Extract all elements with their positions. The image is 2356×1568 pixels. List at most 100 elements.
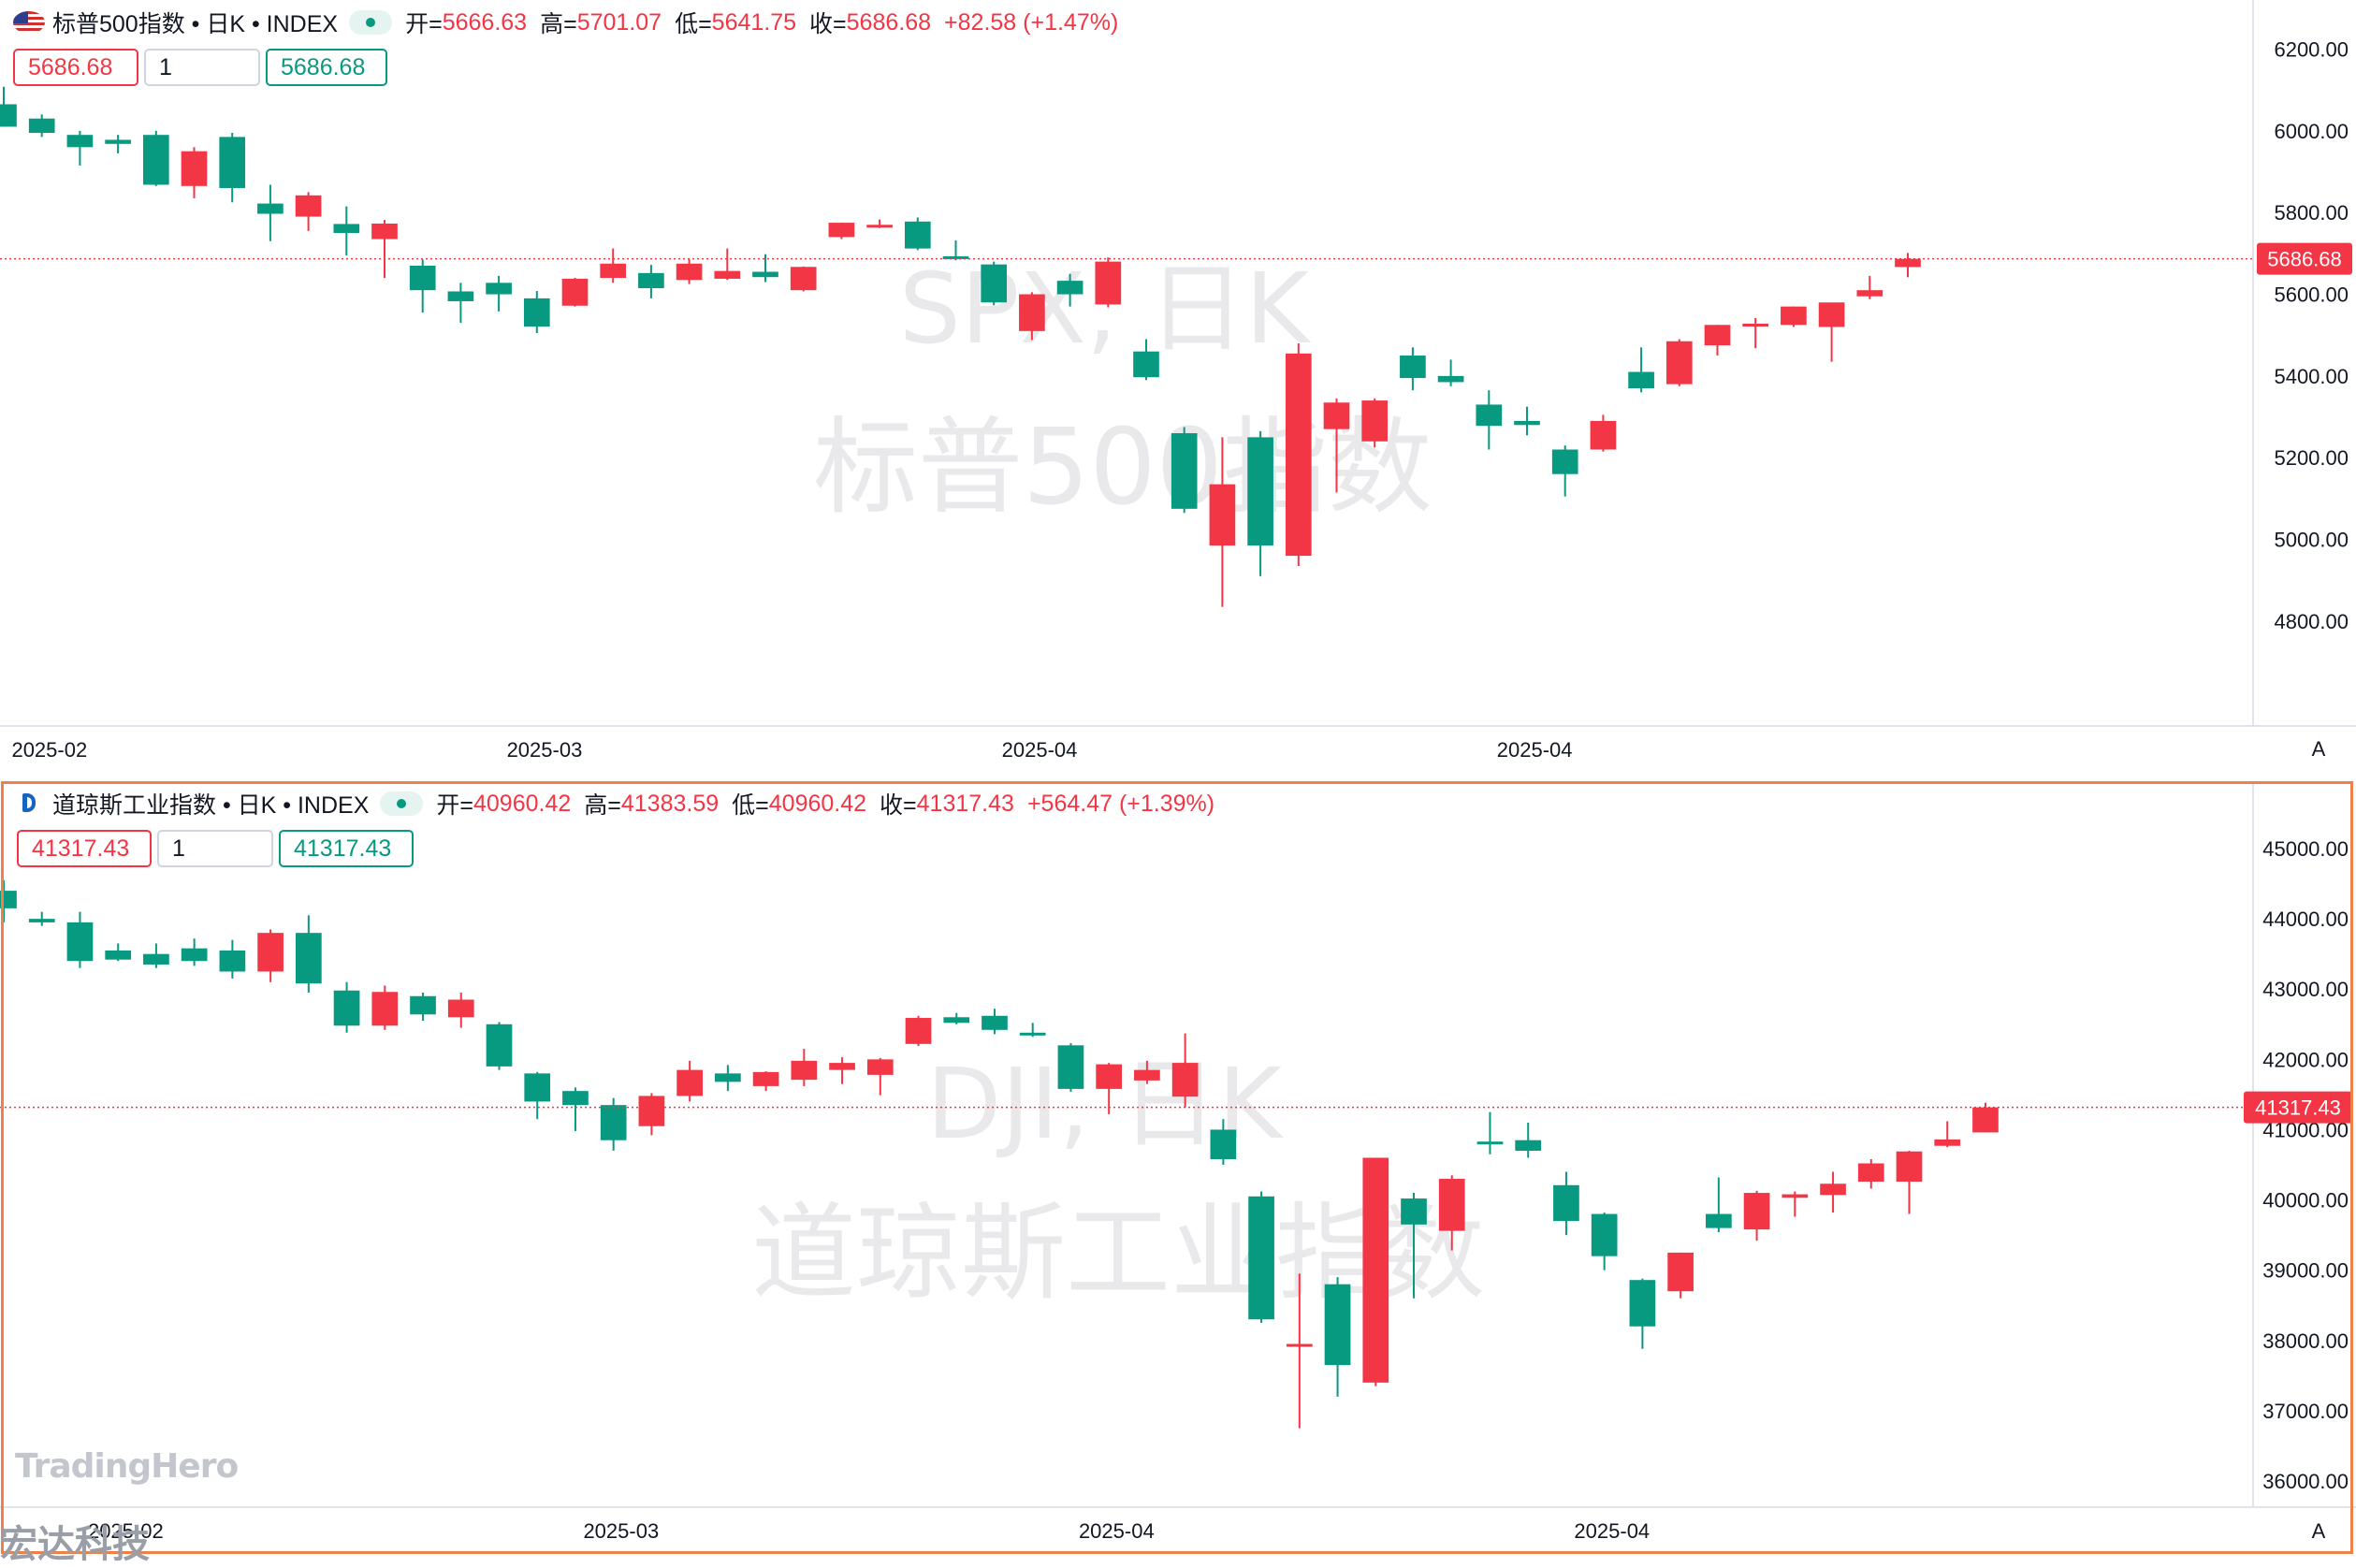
price-tick-label: 42000.00	[2262, 1048, 2349, 1071]
last-price-label: 41317.43	[2255, 1096, 2341, 1120]
candle-body	[333, 990, 360, 1026]
auto-scale-button[interactable]: A	[2311, 1519, 2326, 1543]
candle-body	[1743, 1193, 1770, 1230]
candle	[1171, 1033, 1199, 1108]
candle	[1857, 1159, 1884, 1189]
dji-chart-panel[interactable]: DJI, 日K 道琼斯工业指数 36000.00 37000.00 38000.00…	[0, 781, 2356, 1559]
candle-body	[1324, 1284, 1351, 1366]
candle-body	[981, 264, 1008, 303]
candle-body	[1934, 1139, 1961, 1146]
quantity-input[interactable]: 1	[157, 830, 273, 867]
candle	[1551, 445, 1578, 497]
order-buttons: 5686.68 1 5686.68	[13, 49, 387, 86]
sell-button[interactable]: 41317.43	[17, 830, 152, 867]
candle	[1742, 317, 1769, 349]
symbol-label[interactable]: 标普500指数 • 日K • INDEX	[52, 11, 339, 37]
candle	[1019, 1023, 1046, 1038]
candle	[1056, 273, 1083, 307]
candle-body	[1856, 290, 1883, 297]
open-value: 40960.42	[473, 790, 572, 817]
candle-body	[181, 151, 208, 186]
candle-body	[905, 1018, 932, 1044]
close-value: 5686.68	[846, 8, 932, 36]
candle	[561, 278, 589, 307]
auto-scale-button[interactable]: A	[2311, 737, 2326, 761]
candle-body	[676, 1069, 703, 1096]
candle-body	[866, 225, 893, 228]
candle-body	[1818, 302, 1845, 327]
symbol-label[interactable]: 道琼斯工业指数 • 日K • INDEX	[52, 792, 370, 819]
price-tick-label: 37000.00	[2262, 1400, 2349, 1423]
candle-body	[219, 950, 246, 972]
candle	[1706, 1177, 1732, 1233]
candle-body	[1209, 484, 1236, 546]
buy-button[interactable]: 5686.68	[266, 49, 387, 86]
candle-body	[1629, 1280, 1656, 1327]
candle	[523, 291, 550, 334]
us-flag-icon	[13, 11, 45, 34]
sell-button[interactable]: 5686.68	[13, 49, 138, 86]
candle-body	[1171, 1063, 1199, 1097]
candle-body	[866, 1059, 894, 1075]
candle-body	[371, 223, 398, 240]
spx-candlestick-chart[interactable]: 4800.00 5000.00 5200.00 5400.00 5600.00 5800.…	[0, 0, 2356, 777]
high-key: 高=	[584, 792, 621, 819]
price-tick-label: 4800.00	[2274, 610, 2349, 633]
candle	[943, 1012, 970, 1024]
candle-body	[943, 1017, 970, 1024]
time-tick-label: 2025-03	[583, 1519, 659, 1543]
tradinghero-logo: TradingHero	[15, 1447, 239, 1486]
open-value: 5666.63	[442, 8, 528, 36]
dji-candlestick-chart[interactable]: 36000.00 37000.00 38000.00 39000.00 40000.00…	[0, 781, 2356, 1559]
corner-watermark: 宏达科技	[0, 1523, 150, 1566]
spx-legend: 标普500指数 • 日K • INDEX 开= 5666.63 高= 5701.07…	[13, 6, 1118, 39]
candle	[1437, 359, 1464, 386]
candle-body	[1171, 433, 1198, 509]
candle	[1591, 1212, 1618, 1270]
candle-body	[1019, 294, 1045, 331]
candle	[904, 217, 931, 251]
candle	[1782, 1191, 1809, 1217]
candle	[638, 1093, 665, 1136]
low-key: 低=	[675, 11, 712, 37]
close-value: 41317.43	[916, 790, 1014, 817]
candle-body	[1095, 261, 1122, 305]
candle	[1209, 437, 1236, 607]
candle-body	[828, 223, 855, 238]
candle-body	[1515, 1140, 1542, 1151]
candle-body	[1896, 1151, 1923, 1183]
candle-body	[638, 1096, 665, 1126]
candle-body	[1401, 1198, 1427, 1225]
candle	[1248, 1191, 1274, 1324]
candle	[1095, 257, 1122, 308]
candle-body	[562, 1091, 589, 1106]
candle-body	[219, 137, 246, 188]
candle-body	[1096, 1064, 1123, 1089]
quantity-input[interactable]: 1	[144, 49, 260, 86]
candle	[1934, 1121, 1961, 1148]
candle	[600, 1097, 627, 1151]
candle-body	[715, 1073, 741, 1082]
candle	[791, 1049, 818, 1086]
candle	[371, 985, 399, 1030]
buy-button[interactable]: 41317.43	[279, 830, 414, 867]
candle	[219, 939, 246, 979]
candle	[1704, 325, 1731, 356]
price-tick-label: 38000.00	[2262, 1329, 2349, 1353]
market-status-icon	[349, 10, 393, 35]
spx-chart-panel[interactable]: SPX, 日K 标普500指数 4800.00 5000.00 5200.00 540…	[0, 0, 2356, 777]
candle-body	[1895, 258, 1921, 268]
candle	[1134, 1060, 1160, 1084]
candle	[1896, 1150, 1923, 1214]
candle-body	[257, 203, 284, 214]
candle	[1781, 306, 1807, 327]
candle	[333, 206, 360, 256]
candle	[28, 911, 55, 926]
watermark-name: 标普500指数	[813, 407, 1433, 529]
candle	[1361, 398, 1389, 448]
candle-body	[561, 278, 589, 306]
candle	[1400, 347, 1426, 391]
candle	[1401, 1193, 1427, 1299]
price-tick-label: 5600.00	[2274, 283, 2349, 307]
candle	[1972, 1102, 1999, 1133]
